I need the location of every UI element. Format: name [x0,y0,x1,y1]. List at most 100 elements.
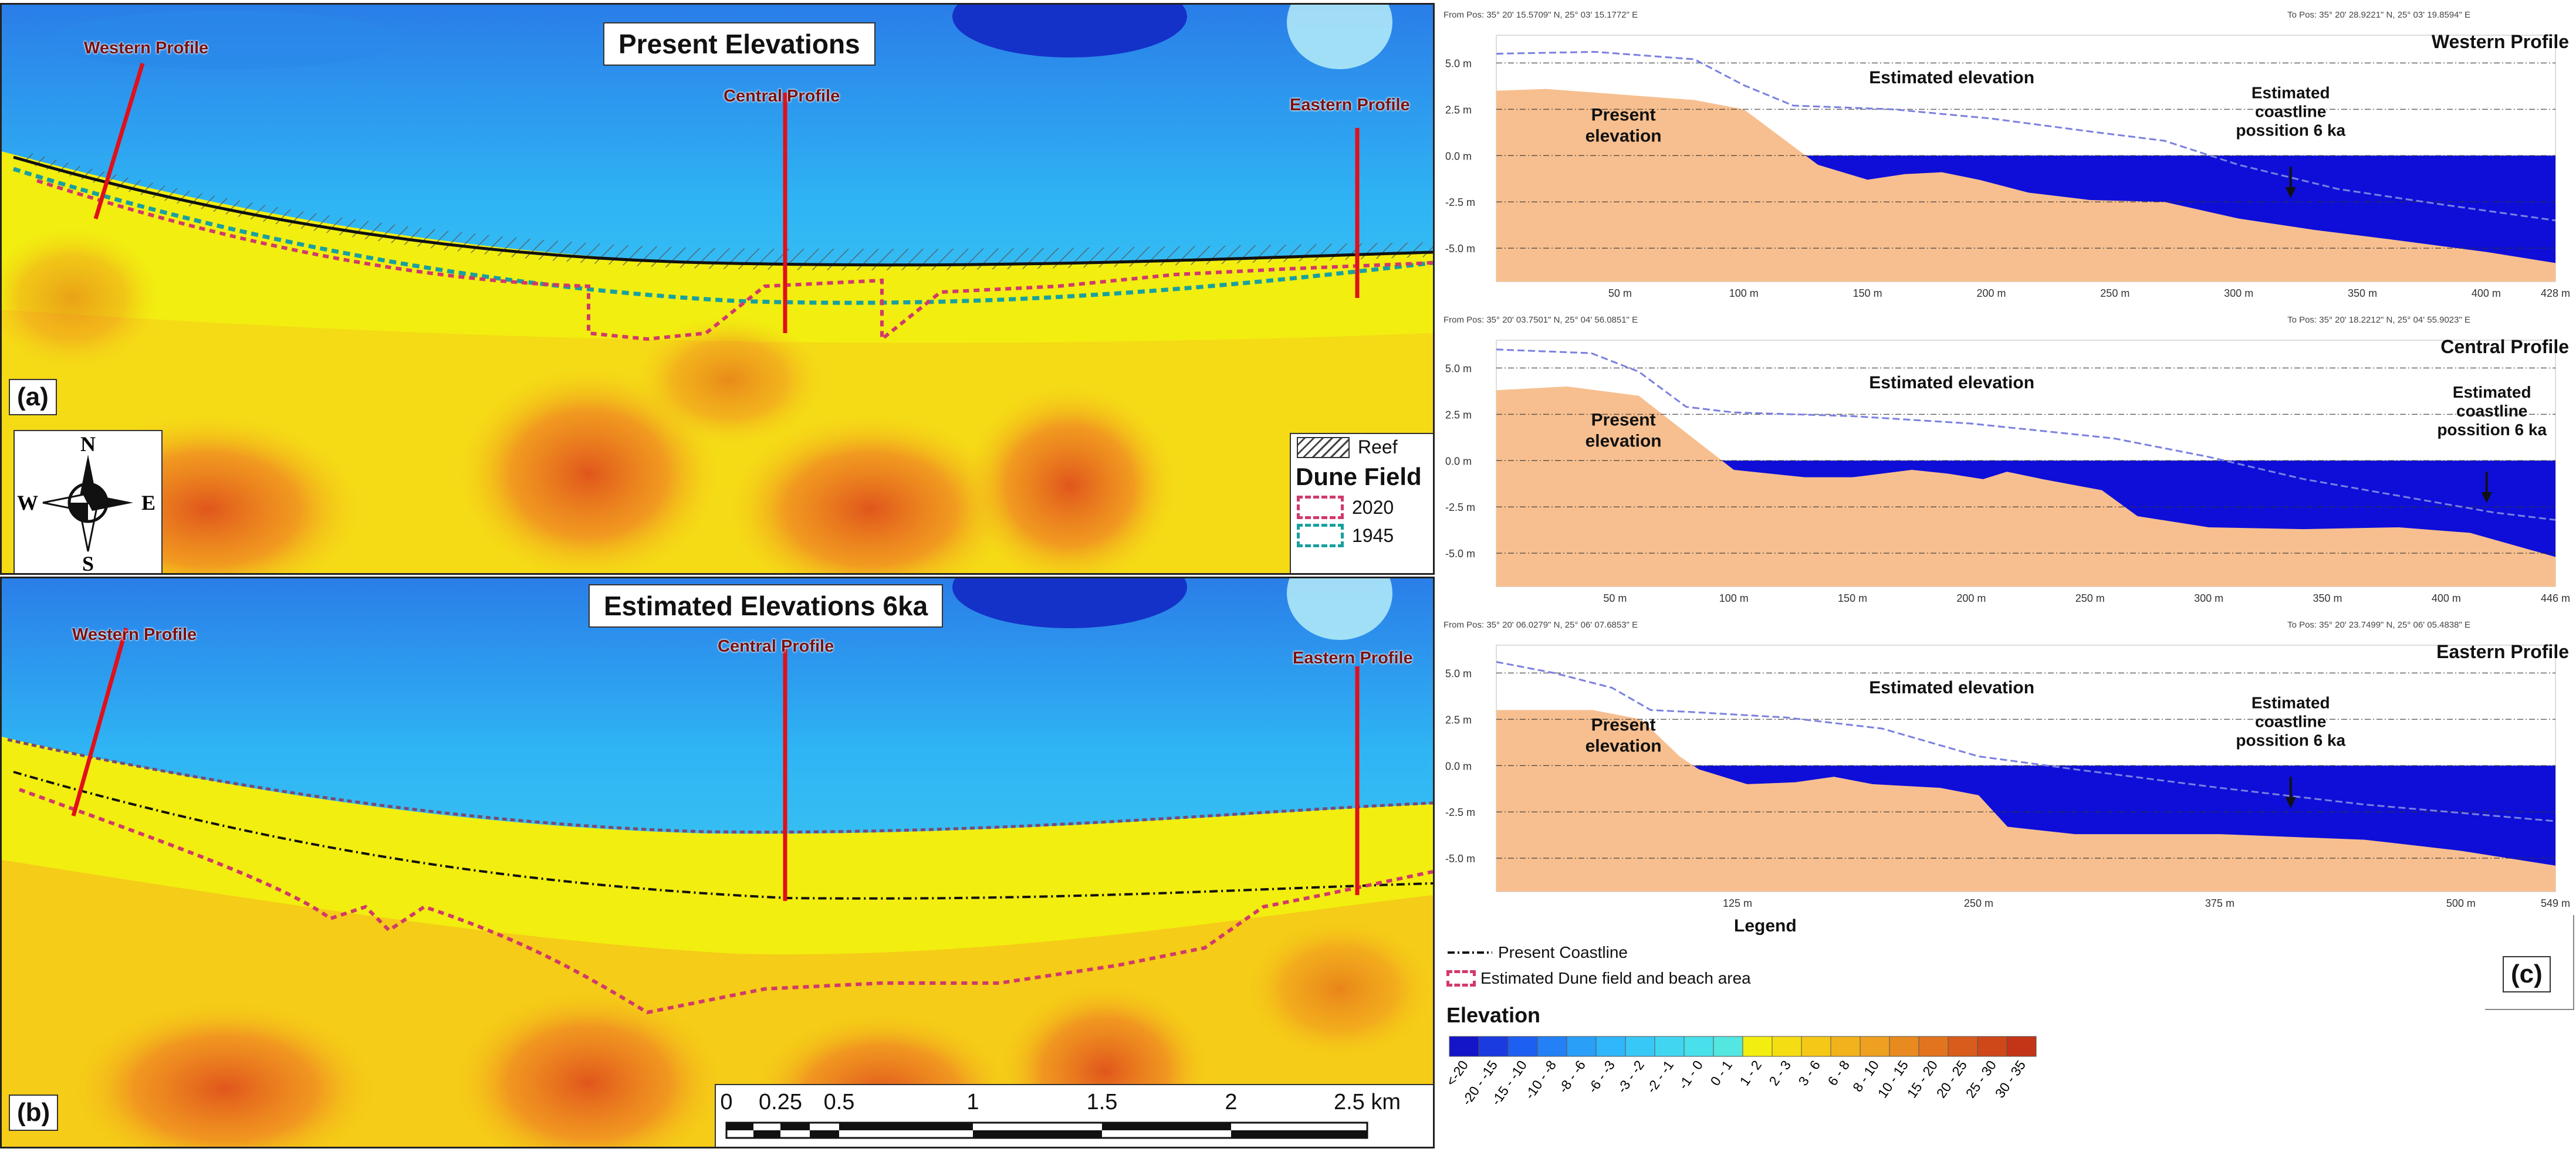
western-profile-line-b [71,628,129,816]
present-coastline-row: Present Coastline [1446,943,1628,962]
scale-label-1: 0.25 [759,1090,802,1114]
swatch-2020 [1297,496,1344,519]
profile-chart-0: 5.0 m 2.5 m 0.0 m -2.5 m -5.0 m 50 m 100 m 150 … [1443,10,2570,299]
coastline-position-label: possition 6 ka [2236,121,2345,139]
profile-chart-2: 5.0 m 2.5 m 0.0 m -2.5 m -5.0 m 125 m 250 m 375… [1443,620,2570,909]
x-tick-label: 400 m [2432,592,2461,604]
x-tick-label: 100 m [1719,592,1749,604]
coastline-arrowhead-icon [2481,492,2492,503]
reef-swatch [1297,436,1350,458]
y-tick-label: 0.0 m [1445,455,1472,467]
x-tick-label: 200 m [1976,287,2006,299]
profile-to-pos: To Pos: 35° 20' 28.9221" N, 25° 03' 19.8… [2287,10,2470,20]
coastline-position-label: Estimated [2453,383,2531,401]
x-tick-label: 50 m [1603,592,1627,604]
profile-name: Western Profile [2432,31,2569,52]
legend-reef-row: Reef [1297,436,1428,458]
profile-from-pos: From Pos: 35° 20' 15.5709" N, 25° 03' 15… [1443,10,1638,20]
compass-n: N [80,432,96,456]
label-2020: 2020 [1352,496,1394,518]
elevation-swatch [1742,1036,1773,1057]
elevation-swatch [2006,1036,2037,1057]
present-elevation-label: Present [1591,105,1656,124]
y-tick-label: 0.0 m [1445,150,1472,162]
present-elevation-area [1496,710,2555,892]
coastline-position-label: possition 6 ka [2437,421,2547,439]
elevation-class-label: 2 - 3 [1766,1058,1794,1089]
y-tick-label: -5.0 m [1445,853,1475,865]
elevation-class-label: -10 - -8 [1522,1058,1559,1102]
x-tick-label: 350 m [2348,287,2377,299]
elevation-swatch [1625,1036,1655,1057]
elevation-swatch [1948,1036,1978,1057]
x-tick-label: 300 m [2224,287,2253,299]
map-a-title: Present Elevations [603,22,875,66]
estimated-elevation-line [1496,348,2556,521]
estimated-elevation-label: Estimated elevation [1869,678,2034,697]
eastern-profile-label-b: Eastern Profile [1293,649,1413,668]
compass-icon: N S E W [17,432,155,575]
compass-rose: N S E W [13,430,163,575]
coastline-position-label: coastline [2255,102,2326,120]
profile-to-pos: To Pos: 35° 20' 18.2212" N, 25° 04' 55.9… [2287,315,2470,325]
y-tick-label: 0.0 m [1445,760,1472,772]
x-tick-label: 549 m [2541,897,2570,909]
present-coastline-label: Present Coastline [1498,943,1628,961]
coastline-position-label: possition 6 ka [2236,731,2345,749]
panel-a-letter: (a) [9,379,57,415]
y-tick-label: -2.5 m [1445,502,1475,513]
elevation-swatch [1801,1036,1831,1057]
elevation-class-label: 6 - 8 [1824,1058,1852,1089]
elevation-color-ramp: <-20 -20 - -15 -15 - -10 -10 - -8 -8 - -6 -6 … [1443,1035,2039,1150]
present-elevation-area [1496,386,2555,587]
x-tick-label: 350 m [2313,592,2342,604]
elevation-swatch [1595,1036,1626,1057]
profile-chart-1: 5.0 m 2.5 m 0.0 m -2.5 m -5.0 m 50 m 100 m 150 … [1443,315,2570,604]
x-tick-label: 200 m [1956,592,1986,604]
x-tick-label: 150 m [1838,592,1867,604]
elevation-swatch [1478,1036,1509,1057]
y-tick-label: 5.0 m [1445,362,1472,374]
legend-1945-row: 1945 [1297,524,1428,547]
elevation-swatch [1566,1036,1597,1057]
x-tick-label: 125 m [1723,897,1752,909]
scale-label-3: 1 [966,1090,979,1114]
compass-e: E [141,491,155,514]
legend-title: Legend [1734,916,1797,936]
y-tick-label: -2.5 m [1445,196,1475,208]
scale-bar-ruler [725,1121,1368,1139]
western-profile-label-a: Western Profile [84,39,209,57]
panel-a-map: Present Elevations Western Profile Centr… [0,3,1435,575]
elevation-heading: Elevation [1446,1003,1541,1027]
present-elevation-label: Present [1591,715,1656,734]
scale-label-5: 2 [1225,1090,1238,1114]
western-profile-line-a [93,62,145,220]
panel-c-letter: (c) [2503,956,2551,992]
x-tick-label: 375 m [2205,897,2234,909]
estimated-dune-field-row: Estimated Dune field and beach area [1446,969,1751,988]
elevation-class-label: 10 - 15 [1875,1058,1911,1101]
elevation-swatch [1507,1036,1538,1057]
elevation-swatch [1654,1036,1685,1057]
elevation-swatch [1889,1036,1919,1057]
coastline-arrowhead-icon [2285,187,2296,198]
map-b-raster [2,578,1433,1147]
present-elevation-area [1496,89,2555,282]
elevation-class-label: 25 - 30 [1963,1058,1999,1101]
x-tick-label: 150 m [1853,287,1882,299]
scale-label-4: 1.5 [1086,1090,1118,1114]
elevation-class-label: -2 - -1 [1644,1058,1676,1096]
estimated-elevation-label: Estimated elevation [1869,68,2034,87]
estimated-elevation-line [1496,660,2556,822]
elevation-swatch [1918,1036,1949,1057]
map-a-legend: Reef Dune Field 2020 1945 [1290,433,1433,573]
compass-s: S [82,552,94,575]
profile-to-pos: To Pos: 35° 20' 23.7499" N, 25° 06' 05.4… [2287,620,2470,630]
y-tick-label: -5.0 m [1445,548,1475,560]
elevation-class-label: 15 - 20 [1904,1058,1941,1101]
eastern-profile-label-a: Eastern Profile [1290,96,1410,114]
panel-c-legend: Legend Present Coastline Estimated Dune … [1441,915,2576,1152]
swatch-1945 [1297,524,1344,547]
estimated-elevation-line [1496,50,2556,222]
x-tick-label: 100 m [1729,287,1759,299]
